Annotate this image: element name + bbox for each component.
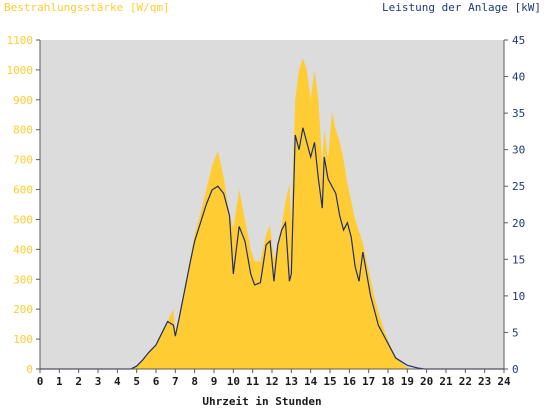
left-axis-title: Bestrahlungsstärke [W/qm] <box>4 1 170 14</box>
right-y-tick-label: 45 <box>512 34 525 47</box>
right-y-tick-label: 40 <box>512 71 525 84</box>
x-tick-label: 9 <box>211 375 218 388</box>
x-tick-label: 4 <box>114 375 121 388</box>
right-y-tick-label: 20 <box>512 217 525 230</box>
left-y-tick-label: 1000 <box>7 64 34 77</box>
x-tick-label: 0 <box>37 375 44 388</box>
power-line-layer <box>40 127 504 370</box>
right-y-tick-label: 35 <box>512 107 525 120</box>
left-y-tick-label: 500 <box>13 213 33 226</box>
x-tick-label: 21 <box>439 375 453 388</box>
left-y-tick-label: 100 <box>13 333 33 346</box>
x-tick-label: 7 <box>172 375 179 388</box>
x-tick-label: 17 <box>362 375 375 388</box>
x-tick-label: 6 <box>153 375 160 388</box>
left-y-tick-label: 800 <box>13 124 33 137</box>
left-y-tick-label: 600 <box>13 184 33 197</box>
x-tick-label: 3 <box>95 375 102 388</box>
x-tick-label: 8 <box>191 375 198 388</box>
right-y-tick-label: 5 <box>512 326 519 339</box>
irradiance-area-layer <box>40 57 504 369</box>
left-y-tick-label: 1100 <box>7 34 34 47</box>
x-tick-label: 1 <box>56 375 63 388</box>
left-y-tick-label: 200 <box>13 303 33 316</box>
ticks-layer: 0 1 2 3 4 5 6 7 8 9 10 11 12 13 14 15 16 17 18 19 20 21 22 23 24… <box>7 34 526 388</box>
x-tick-label: 15 <box>323 375 336 388</box>
right-y-tick-label: 15 <box>512 253 525 266</box>
left-y-tick-label: 700 <box>13 154 33 167</box>
left-y-tick-label: 0 <box>26 363 33 376</box>
x-tick-label: 20 <box>420 375 433 388</box>
x-tick-label: 18 <box>381 375 394 388</box>
x-axis-title: Uhrzeit in Stunden <box>202 395 321 408</box>
x-tick-label: 23 <box>478 375 491 388</box>
x-tick-label: 16 <box>343 375 357 388</box>
x-tick-label: 24 <box>497 375 511 388</box>
series-irradiance-area <box>40 57 504 369</box>
x-tick-label: 11 <box>246 375 260 388</box>
x-tick-label: 19 <box>401 375 414 388</box>
left-y-tick-label: 900 <box>13 94 33 107</box>
series-power-line <box>40 127 504 370</box>
x-tick-label: 13 <box>285 375 298 388</box>
right-y-tick-label: 25 <box>512 180 525 193</box>
right-y-tick-label: 30 <box>512 144 525 157</box>
x-tick-label: 10 <box>227 375 240 388</box>
right-y-tick-label: 10 <box>512 290 525 303</box>
x-tick-label: 12 <box>265 375 278 388</box>
left-y-tick-label: 400 <box>13 243 33 256</box>
right-axis-title: Leistung der Anlage [kW] <box>382 1 541 14</box>
right-y-tick-label: 0 <box>512 363 519 376</box>
x-tick-label: 5 <box>133 375 140 388</box>
left-y-tick-label: 300 <box>13 273 33 286</box>
x-tick-label: 22 <box>459 375 472 388</box>
x-tick-label: 14 <box>304 375 318 388</box>
x-tick-label: 2 <box>75 375 82 388</box>
